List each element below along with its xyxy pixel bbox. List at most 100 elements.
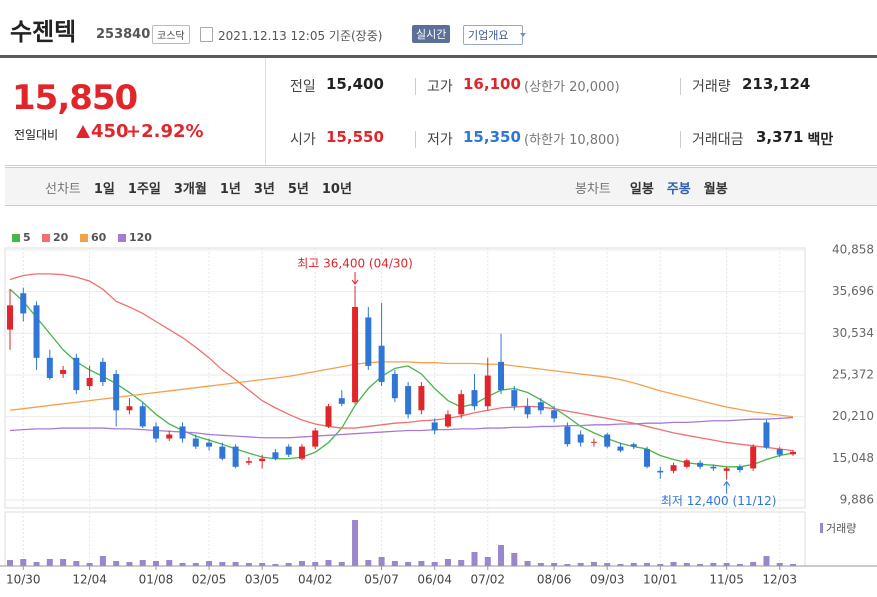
y-tick-label: 35,696 bbox=[832, 284, 874, 298]
period-button[interactable]: 1주일 bbox=[127, 182, 161, 197]
period-button[interactable]: 5년 bbox=[287, 182, 309, 197]
period-button[interactable]: 1년 bbox=[219, 182, 241, 197]
volume-bar bbox=[683, 563, 690, 566]
volume-bar bbox=[60, 559, 67, 566]
candle-body bbox=[126, 406, 133, 411]
volume-bar bbox=[365, 560, 372, 566]
x-tick-label: 12/04 bbox=[72, 573, 107, 587]
volume-bar bbox=[511, 553, 518, 566]
realtime-button[interactable]: 실시간 bbox=[412, 25, 451, 43]
market-badge: 코스닥 bbox=[152, 25, 190, 44]
candle-body bbox=[152, 426, 159, 439]
candle-body bbox=[670, 465, 677, 471]
candle-period-button[interactable]: 월봉 bbox=[703, 182, 728, 197]
candle-body bbox=[498, 361, 505, 391]
volume-bar bbox=[604, 563, 611, 566]
x-tick-label: 10/01 bbox=[643, 573, 678, 587]
info-value: 15,400 bbox=[326, 75, 384, 93]
candle-body bbox=[644, 449, 651, 467]
info-value: 16,100 bbox=[463, 75, 521, 93]
info-unit: 백만 bbox=[807, 132, 834, 148]
ma-line bbox=[9, 288, 794, 468]
stock-name: 수젠텍 bbox=[10, 18, 77, 46]
candle-body bbox=[604, 434, 611, 447]
candle-body bbox=[551, 410, 558, 419]
volume-bar bbox=[325, 560, 332, 566]
candle-body bbox=[750, 446, 757, 469]
dropdown-arrow bbox=[520, 33, 526, 37]
volume-bar bbox=[272, 564, 279, 566]
volume-bar bbox=[391, 561, 398, 566]
info-label: 저가 bbox=[427, 132, 453, 148]
candle-period-button[interactable]: 주봉 bbox=[666, 182, 691, 197]
price-panel bbox=[5, 58, 266, 165]
volume-bar bbox=[723, 563, 730, 566]
info-note: (하한가 10,800) bbox=[524, 133, 620, 148]
candle-body bbox=[617, 446, 624, 451]
candle-body bbox=[431, 422, 438, 431]
period-button[interactable]: 3개월 bbox=[173, 182, 207, 197]
candle-body bbox=[298, 446, 305, 459]
volume-bar bbox=[551, 563, 558, 566]
volume-bar bbox=[86, 563, 93, 566]
candle-body bbox=[206, 442, 213, 447]
x-tick-label: 04/02 bbox=[298, 573, 333, 587]
candle-body bbox=[418, 386, 425, 411]
candle-period-button[interactable]: 일봉 bbox=[629, 182, 654, 197]
candle-body bbox=[723, 468, 730, 471]
candle-body bbox=[537, 402, 544, 411]
legend-label: 120 bbox=[129, 231, 152, 244]
volume-bar bbox=[750, 562, 757, 566]
volume-bar bbox=[444, 559, 451, 566]
legend-label: 20 bbox=[53, 231, 69, 244]
candle-body bbox=[179, 426, 186, 439]
volume-bar bbox=[458, 560, 465, 566]
candle-chart-label: 봉차트 bbox=[575, 182, 611, 197]
legend-swatch bbox=[12, 234, 20, 242]
volume-bar bbox=[776, 563, 783, 566]
candle-body bbox=[630, 444, 637, 447]
header-rule bbox=[0, 55, 877, 58]
min-arrow bbox=[723, 480, 731, 494]
x-tick-label: 11/05 bbox=[709, 573, 744, 587]
volume-bar bbox=[524, 561, 531, 566]
legend-swatch bbox=[80, 234, 88, 242]
candle-body bbox=[697, 462, 704, 467]
candle-body bbox=[790, 451, 796, 455]
candle-body bbox=[86, 378, 93, 387]
candle-body bbox=[73, 357, 80, 391]
candle-body bbox=[352, 306, 359, 403]
volume-bar bbox=[99, 556, 106, 566]
period-button[interactable]: 1일 bbox=[93, 182, 115, 197]
candle-body bbox=[524, 406, 531, 415]
candle-body bbox=[7, 305, 13, 330]
volume-bar bbox=[431, 562, 438, 566]
volume-bar bbox=[259, 563, 266, 566]
period-button[interactable]: 3년 bbox=[253, 182, 275, 197]
candle-body bbox=[511, 390, 518, 407]
info-value: 15,550 bbox=[326, 128, 384, 146]
volume-bar bbox=[763, 556, 770, 566]
volume-bar bbox=[352, 520, 359, 566]
period-button[interactable]: 10년 bbox=[321, 182, 352, 197]
stock-code: 253840 bbox=[96, 27, 151, 42]
ma-line bbox=[9, 416, 794, 439]
volume-bar bbox=[206, 561, 213, 566]
separator bbox=[415, 131, 416, 148]
chart: 40,858 35,696 30,534 25,372 20,210 15,048 9,88… bbox=[0, 231, 877, 587]
candle-body bbox=[471, 390, 478, 407]
candle-body bbox=[312, 430, 319, 447]
volume-bar bbox=[670, 562, 677, 566]
volume-bar bbox=[657, 564, 664, 566]
candle-body bbox=[60, 369, 67, 374]
volume-bar bbox=[644, 563, 651, 566]
legend-swatch bbox=[42, 234, 50, 242]
volume-bar bbox=[20, 559, 27, 566]
volume-bar bbox=[166, 560, 173, 566]
x-tick-label: 03/05 bbox=[245, 573, 280, 587]
company-button[interactable]: 기업개요 bbox=[463, 25, 524, 45]
info-value: 15,350 bbox=[463, 128, 521, 146]
volume-bar bbox=[471, 552, 478, 566]
info-value: 213,124 bbox=[742, 75, 811, 93]
